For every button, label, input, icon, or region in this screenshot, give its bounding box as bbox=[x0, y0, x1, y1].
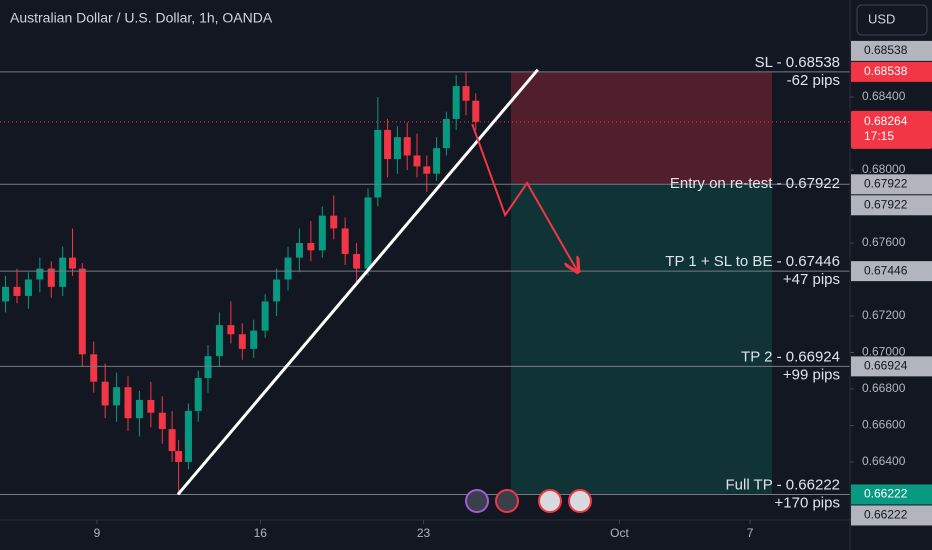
price-tag bbox=[851, 195, 932, 216]
event-icons bbox=[465, 489, 592, 513]
candle-body bbox=[215, 325, 223, 357]
candle-body bbox=[442, 118, 450, 149]
x-tick-label: 7 bbox=[747, 526, 754, 540]
price-tag-label: 0.67922 bbox=[864, 197, 908, 211]
last-price-label: 0.68264 bbox=[864, 114, 908, 128]
price-tag bbox=[851, 356, 932, 377]
candle-body bbox=[261, 301, 269, 331]
y-tick-label: 0.67000 bbox=[862, 345, 906, 359]
candle-body bbox=[158, 412, 166, 430]
candle-body bbox=[393, 137, 401, 160]
candle-body bbox=[13, 286, 21, 296]
level-label: Full TP - 0.66222 bbox=[725, 476, 840, 493]
candle-body bbox=[433, 148, 441, 174]
currency-label: USD bbox=[868, 11, 895, 26]
y-tick-label: 0.66800 bbox=[862, 381, 906, 395]
y-tick-label: 0.67600 bbox=[862, 235, 906, 249]
price-tag-label: 0.66924 bbox=[864, 359, 908, 373]
level-label: SL - 0.68538 bbox=[755, 54, 840, 71]
candle-body bbox=[341, 228, 349, 254]
y-tick-label: 0.67200 bbox=[862, 308, 906, 322]
candle-body bbox=[374, 129, 382, 198]
level-note: +99 pips bbox=[783, 366, 840, 383]
target-zone bbox=[511, 184, 772, 495]
price-tag bbox=[851, 174, 932, 195]
price-tag bbox=[851, 61, 932, 82]
price-tag-label: 0.67922 bbox=[864, 176, 908, 190]
candle-body bbox=[238, 334, 246, 349]
stop-zone bbox=[511, 71, 772, 185]
plot-area bbox=[0, 68, 850, 496]
projection-arrow bbox=[471, 123, 578, 272]
price-tag bbox=[851, 261, 932, 282]
candle-body bbox=[384, 129, 392, 160]
candle-body bbox=[204, 356, 212, 379]
candle-body bbox=[78, 268, 86, 355]
y-tick-label: 0.68400 bbox=[862, 89, 906, 103]
candle-body bbox=[423, 166, 431, 174]
candle-body bbox=[413, 155, 421, 167]
candle-body bbox=[184, 410, 192, 462]
candle-body bbox=[135, 399, 143, 419]
candle-body bbox=[36, 268, 44, 280]
candle-body bbox=[353, 253, 361, 269]
candle-body bbox=[24, 279, 32, 296]
level-note: +47 pips bbox=[783, 271, 840, 288]
candle-body bbox=[318, 215, 326, 251]
candle-body bbox=[124, 387, 132, 419]
level-label: Entry on re-test - 0.67922 bbox=[670, 175, 840, 192]
price-tag-label: 0.66222 bbox=[864, 487, 908, 501]
last-price-tag bbox=[851, 110, 932, 149]
candle-body bbox=[227, 325, 235, 335]
level-note: -62 pips bbox=[787, 72, 840, 89]
candle-body bbox=[295, 243, 303, 258]
price-tag bbox=[851, 40, 932, 61]
y-tick-label: 0.68000 bbox=[862, 162, 906, 176]
candle-body bbox=[147, 399, 155, 413]
candle-body bbox=[273, 279, 281, 302]
price-tag-label: 0.66222 bbox=[864, 508, 908, 522]
price-tag-label: 0.68538 bbox=[864, 64, 908, 78]
candle-body bbox=[364, 197, 372, 269]
candle-body bbox=[452, 86, 460, 119]
candle-body bbox=[194, 378, 202, 411]
event-icon bbox=[568, 489, 592, 513]
candle-body bbox=[168, 429, 176, 452]
candle-body bbox=[403, 137, 411, 156]
level-label: TP 1 + SL to BE - 0.67446 bbox=[665, 253, 840, 270]
currency-button[interactable] bbox=[856, 4, 928, 36]
candle-body bbox=[101, 381, 109, 406]
y-tick-label: 0.66400 bbox=[862, 454, 906, 468]
event-icon bbox=[495, 489, 519, 513]
x-tick-label: 16 bbox=[254, 526, 268, 540]
price-tag-label: 0.67446 bbox=[864, 263, 908, 277]
x-tick-label: Oct bbox=[610, 526, 629, 540]
x-tick-label: 23 bbox=[417, 526, 431, 540]
event-icon bbox=[538, 489, 562, 513]
candle-body bbox=[284, 257, 292, 280]
event-icon bbox=[465, 489, 489, 513]
candle-body bbox=[59, 257, 67, 287]
candle-body bbox=[113, 387, 121, 406]
candle-body bbox=[307, 243, 315, 251]
candle-body bbox=[472, 100, 480, 122]
candle-body bbox=[2, 286, 10, 302]
candle-body bbox=[462, 86, 470, 101]
x-tick-label: 9 bbox=[94, 526, 101, 540]
candle-body bbox=[47, 268, 55, 287]
candle-body bbox=[250, 330, 258, 349]
chart-title: Australian Dollar / U.S. Dollar, 1h, OAN… bbox=[10, 10, 273, 26]
level-note: +170 pips bbox=[775, 494, 840, 511]
price-tag bbox=[851, 484, 932, 505]
candle-body bbox=[175, 451, 183, 462]
price-tag-label: 0.68538 bbox=[864, 43, 908, 57]
candle-body bbox=[330, 215, 338, 229]
candle-body bbox=[68, 257, 76, 269]
candle-body bbox=[90, 354, 98, 382]
price-tag bbox=[851, 505, 932, 526]
countdown: 17:15 bbox=[864, 129, 894, 143]
level-label: TP 2 - 0.66924 bbox=[741, 348, 840, 365]
y-tick-label: 0.66600 bbox=[862, 418, 906, 432]
